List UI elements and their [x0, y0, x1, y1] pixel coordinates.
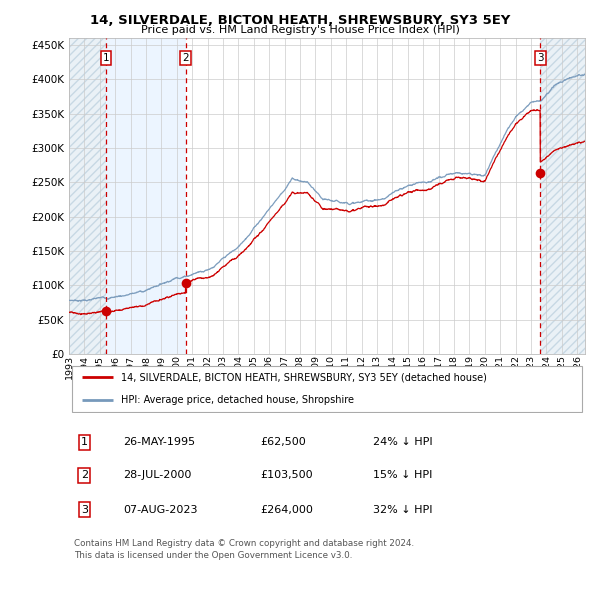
- Text: 2: 2: [182, 53, 189, 63]
- Text: £264,000: £264,000: [260, 504, 313, 514]
- Text: Contains HM Land Registry data © Crown copyright and database right 2024.
This d: Contains HM Land Registry data © Crown c…: [74, 539, 414, 560]
- Text: 14, SILVERDALE, BICTON HEATH, SHREWSBURY, SY3 5EY: 14, SILVERDALE, BICTON HEATH, SHREWSBURY…: [90, 14, 510, 27]
- Bar: [541, 38, 585, 354]
- Text: 3: 3: [537, 53, 544, 63]
- Text: 2: 2: [81, 470, 88, 480]
- Text: 14, SILVERDALE, BICTON HEATH, SHREWSBURY, SY3 5EY (detached house): 14, SILVERDALE, BICTON HEATH, SHREWSBURY…: [121, 372, 487, 382]
- FancyBboxPatch shape: [71, 366, 583, 411]
- Text: Price paid vs. HM Land Registry's House Price Index (HPI): Price paid vs. HM Land Registry's House …: [140, 25, 460, 35]
- Text: 15% ↓ HPI: 15% ↓ HPI: [373, 470, 433, 480]
- Text: 32% ↓ HPI: 32% ↓ HPI: [373, 504, 433, 514]
- Text: 26-MAY-1995: 26-MAY-1995: [123, 437, 196, 447]
- Text: £62,500: £62,500: [260, 437, 305, 447]
- Text: £103,500: £103,500: [260, 470, 313, 480]
- Text: HPI: Average price, detached house, Shropshire: HPI: Average price, detached house, Shro…: [121, 395, 353, 405]
- Bar: [69, 38, 106, 354]
- Text: 28-JUL-2000: 28-JUL-2000: [123, 470, 191, 480]
- Text: 1: 1: [81, 437, 88, 447]
- Text: 1: 1: [103, 53, 109, 63]
- Text: 3: 3: [81, 504, 88, 514]
- Text: 24% ↓ HPI: 24% ↓ HPI: [373, 437, 433, 447]
- Bar: [106, 38, 185, 354]
- Text: 07-AUG-2023: 07-AUG-2023: [123, 504, 197, 514]
